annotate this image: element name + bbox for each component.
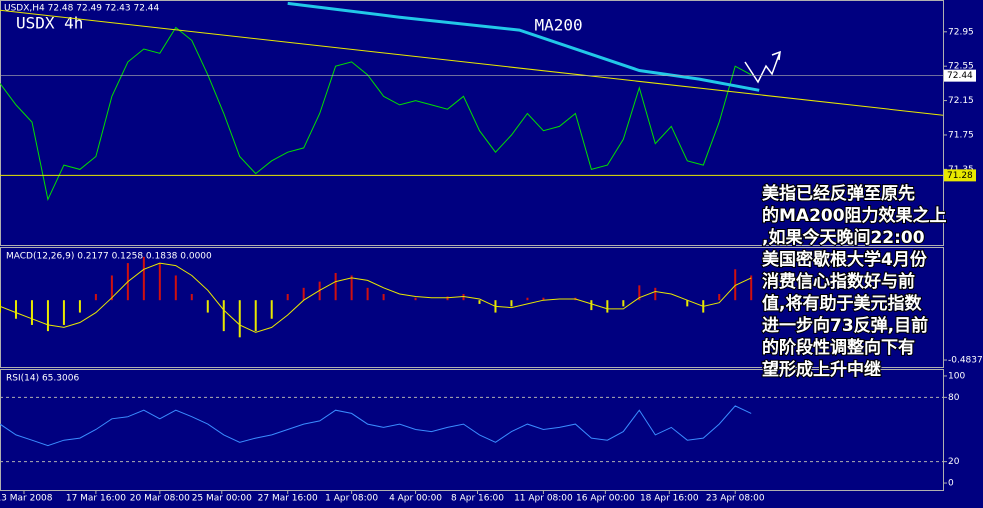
histogram-bar [638, 285, 641, 301]
annotation: 的阶段性调整向下有 [762, 337, 915, 358]
x-tick-label: 1 Apr 08:00 [325, 494, 378, 504]
panel-header: USDX 4h [16, 14, 83, 33]
histogram-bar [190, 294, 193, 301]
annotation: 美国密歇根大学4月份 [762, 249, 928, 270]
annotation: 的MA200阻力效果之上 [762, 205, 947, 226]
last-price-label: 72.44 [947, 71, 973, 81]
price-line [0, 9, 944, 116]
histogram-bar [718, 294, 721, 301]
arrow-head [771, 50, 781, 61]
histogram-bar [302, 287, 305, 301]
histogram-bar [14, 300, 17, 319]
histogram-bar [46, 300, 49, 332]
last-price-box [944, 69, 976, 82]
x-tick-label: 25 Mar 00:00 [192, 494, 252, 504]
histogram-bar [174, 275, 177, 301]
histogram-bar [94, 294, 97, 301]
x-tick-label: 17 Mar 16:00 [66, 494, 126, 504]
histogram-bar [446, 296, 449, 301]
x-tick-label: 13 Mar 2008 [0, 494, 53, 504]
histogram-bar [382, 294, 385, 301]
histogram-bar [366, 287, 369, 301]
histogram-bar [654, 287, 657, 301]
histogram-bar [734, 269, 737, 301]
histogram-bar [110, 275, 113, 301]
histogram-bar [238, 300, 241, 338]
annotation: 消费信心指数好与前 [762, 271, 915, 292]
panel-header: MACD(12,26,9) 0.2177 0.1258 0.1838 0.000… [6, 252, 212, 262]
histogram-bar [590, 300, 593, 311]
symbol-header: USDX,H4 72.48 72.49 72.43 72.44 [4, 4, 160, 14]
y-tick-label: 100 [948, 371, 965, 381]
x-tick-label: 20 Mar 08:00 [130, 494, 190, 504]
panel-header: RSI(14) 65.3006 [6, 374, 79, 384]
x-tick-label: 8 Apr 16:00 [451, 494, 504, 504]
histogram-bar [606, 300, 609, 313]
y-tick-label: 72.95 [948, 27, 974, 37]
histogram-bar [286, 294, 289, 301]
annotation: 美指已经反弹至原先 [762, 183, 915, 204]
histogram-bar [542, 297, 545, 301]
histogram-bar [206, 300, 209, 313]
histogram-bar [414, 297, 417, 301]
histogram-bar [350, 275, 353, 301]
price-line [0, 26, 752, 201]
histogram-bar [142, 256, 145, 301]
y-tick-label: 0 [948, 479, 954, 489]
x-tick-label: 16 Apr 00:00 [576, 494, 635, 504]
y-tick-label: 72.55 [948, 62, 974, 72]
histogram-bar [318, 281, 321, 301]
x-tick-label: 23 Apr 08:00 [706, 494, 765, 504]
histogram-bar [462, 294, 465, 301]
annotation: 进一步向73反弹,目前 [762, 315, 928, 336]
histogram-bar [78, 300, 81, 313]
histogram-bar [526, 297, 529, 301]
histogram-bar [270, 300, 273, 319]
histogram-bar [478, 300, 481, 304]
x-tick-label: 27 Mar 16:00 [258, 494, 318, 504]
rsi-line [0, 405, 752, 447]
histogram-bar [62, 300, 65, 325]
histogram-bar [686, 300, 689, 307]
x-tick-label: 4 Apr 00:00 [389, 494, 442, 504]
histogram-bar [622, 300, 625, 307]
support-label: 71.28 [947, 171, 973, 181]
x-tick-label: 11 Apr 08:00 [514, 494, 573, 504]
y-tick-label: 20 [948, 457, 960, 467]
annotation: 望形成上升中继 [762, 359, 881, 380]
histogram-bar [750, 275, 753, 301]
arrow [744, 51, 781, 84]
histogram-bar [254, 300, 257, 332]
annotation: 值,将有助于美元指数 [762, 293, 922, 314]
ma-line [287, 1, 760, 92]
x-tick-label: 18 Apr 16:00 [640, 494, 699, 504]
y-tick-label: 71.75 [948, 130, 974, 140]
histogram-bar [510, 300, 513, 307]
histogram-bar [222, 300, 225, 332]
support-box [944, 169, 976, 182]
histogram-bar [334, 272, 337, 301]
histogram-bar [30, 300, 33, 325]
histogram-bar [158, 263, 161, 301]
signal-line [0, 262, 752, 333]
y-tick-label: -0.4837 [948, 356, 983, 366]
y-tick-label: 72.15 [948, 96, 974, 106]
annotation: ,如果今天晚间22:00 [762, 227, 925, 248]
ma-label: MA200 [534, 16, 582, 35]
y-tick-label: 80 [948, 393, 960, 403]
